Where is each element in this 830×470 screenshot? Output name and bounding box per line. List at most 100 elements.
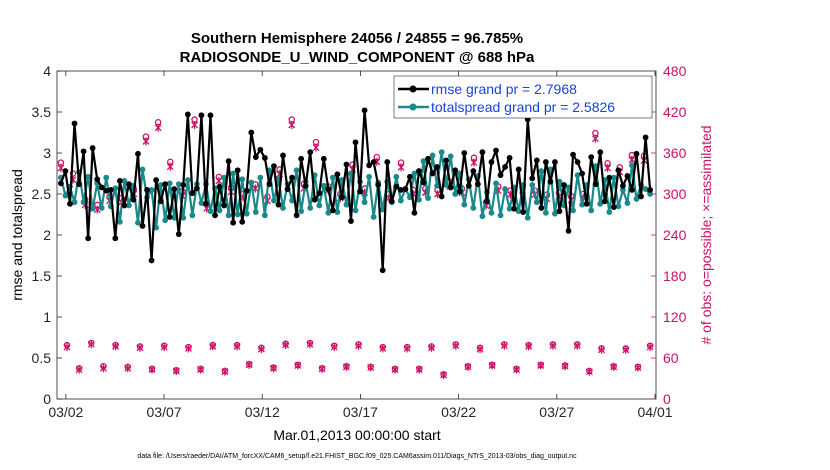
- obs-assimilated-point: [63, 343, 71, 352]
- spread-data-point: [515, 208, 522, 215]
- y-right-tick-label: 120: [663, 309, 687, 325]
- rmse-data-point: [148, 257, 155, 264]
- y-left-tick-label: 1: [43, 309, 51, 325]
- x-tick-label: 03/02: [48, 404, 83, 420]
- legend-box: [393, 75, 653, 119]
- rmse-data-point: [302, 182, 309, 189]
- obs-assimilated-point: [397, 163, 405, 172]
- spread-data-point: [271, 197, 277, 204]
- spread-data-point: [438, 149, 445, 156]
- footer-data-file: data file: /Users/raeder/DAI/ATM_forcXX/…: [137, 453, 577, 460]
- spread-data-point: [221, 174, 227, 181]
- rmse-data-point: [443, 157, 450, 164]
- rmse-data-point: [94, 176, 101, 183]
- rmse-data-point: [153, 177, 160, 183]
- spread-data-point: [162, 217, 169, 224]
- rmse-data-point: [357, 188, 363, 195]
- spread-data-point: [502, 186, 508, 192]
- rmse-data-point: [533, 157, 540, 164]
- rmse-data-point: [479, 149, 486, 156]
- rmse-data-point: [266, 181, 273, 188]
- obs-assimilated-point: [154, 123, 162, 132]
- rmse-data-point: [289, 174, 295, 181]
- rmse-data-point: [121, 202, 128, 209]
- spread-data-point: [280, 205, 286, 211]
- rmse-data-point: [189, 190, 196, 197]
- obs-layer: [57, 116, 654, 380]
- legend: rmse grand pr = 2.7968 totalspread grand…: [393, 75, 653, 119]
- spread-data-point: [112, 185, 119, 192]
- rmse-data-point: [502, 164, 508, 170]
- spread-data-point: [80, 199, 87, 206]
- spread-data-point: [629, 162, 635, 169]
- obs-assimilated-point: [215, 177, 223, 186]
- rmse-data-point: [470, 168, 477, 174]
- rmse-data-point: [506, 155, 513, 161]
- y-right-tick-label: 60: [663, 350, 679, 366]
- obs-assimilated-point: [312, 143, 320, 152]
- rmse-data-point: [366, 162, 373, 169]
- obs-assimilated-point: [488, 361, 496, 370]
- rmse-data-point: [293, 212, 300, 219]
- rmse-data-point: [615, 167, 622, 174]
- x-tick-label: 03/27: [539, 404, 574, 420]
- spread-data-point: [85, 173, 92, 180]
- rmse-data-point: [76, 181, 82, 188]
- spread-data-point: [470, 205, 477, 211]
- rmse-data-point: [388, 198, 395, 205]
- rmse-data-point: [343, 161, 350, 168]
- spread-data-point: [538, 168, 545, 174]
- spread-data-point: [633, 196, 640, 202]
- y-left-tick-label: 3: [43, 145, 51, 161]
- rmse-data-point: [252, 154, 259, 161]
- rmse-data-point: [71, 120, 78, 127]
- spread-data-point: [493, 180, 499, 187]
- rmse-data-point: [461, 150, 468, 156]
- rmse-data-point: [384, 159, 391, 165]
- obs-assimilated-point: [415, 365, 423, 374]
- spread-data-point: [411, 170, 418, 177]
- rmse-data-point: [610, 204, 617, 211]
- x-tick-label: 03/07: [147, 404, 182, 420]
- rmse-data-point: [420, 179, 427, 186]
- spread-data-point: [370, 214, 377, 220]
- obs-assimilated-point: [470, 158, 478, 167]
- rmse-data-point: [497, 172, 504, 179]
- spread-data-point: [230, 170, 237, 177]
- spread-data-point: [620, 187, 626, 193]
- spread-data-point: [316, 202, 323, 209]
- rmse-data-point: [339, 194, 345, 201]
- obs-assimilated-point: [464, 362, 472, 371]
- spread-data-point: [497, 212, 504, 219]
- rmse-data-point: [452, 167, 459, 174]
- spread-data-point: [239, 176, 246, 183]
- spread-data-point: [329, 174, 336, 181]
- rmse-data-point: [642, 134, 649, 141]
- spread-data-point: [647, 191, 654, 197]
- x-tick-label: 03/22: [441, 404, 476, 420]
- spread-data-point: [216, 207, 223, 214]
- rmse-data-point: [103, 187, 110, 194]
- spread-data-point: [429, 152, 436, 159]
- obs-assimilated-point: [391, 365, 399, 374]
- spread-data-point: [425, 195, 431, 202]
- obs-assimilated-point: [136, 343, 144, 352]
- spread-data-point: [252, 209, 259, 215]
- spread-data-point: [62, 192, 69, 199]
- spread-data-point: [307, 205, 314, 211]
- rmse-data-point: [425, 155, 431, 162]
- rmse-data-point: [620, 182, 626, 189]
- rmse-data-point: [257, 146, 264, 153]
- rmse-data-point: [175, 231, 182, 238]
- spread-data-point: [261, 212, 268, 219]
- rmse-data-point: [193, 185, 200, 192]
- legend-rmse-marker: [409, 85, 417, 93]
- rmse-data-point: [547, 178, 554, 185]
- obs-assimilated-point: [525, 342, 533, 351]
- rmse-data-point: [565, 228, 572, 234]
- rmse-data-point: [552, 159, 558, 165]
- spread-data-point: [542, 209, 549, 216]
- spread-data-point: [461, 201, 468, 208]
- rmse-data-point: [601, 198, 608, 205]
- spread-data-point: [175, 181, 182, 188]
